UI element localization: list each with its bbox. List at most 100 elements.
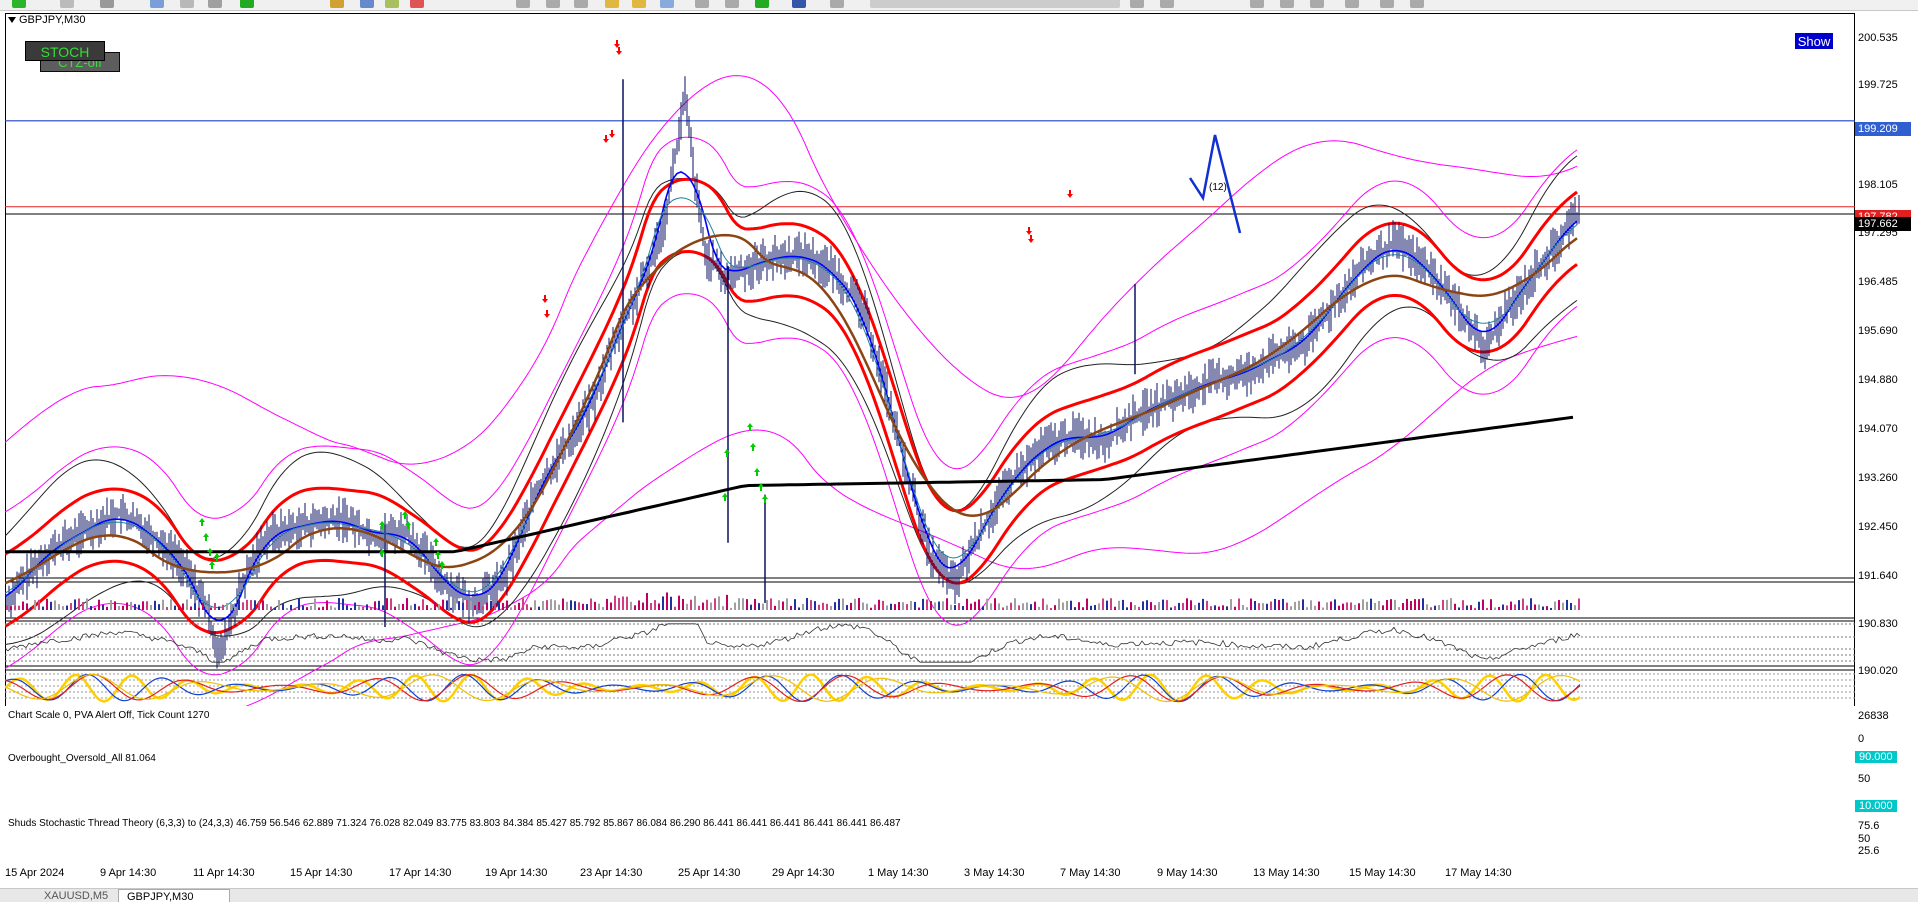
envelope-upper [5,177,1578,562]
tool-icon[interactable] [1380,0,1394,8]
stochastic-line [5,673,1581,703]
time-tick-label: 17 Apr 14:30 [389,867,452,879]
tool-icon[interactable] [1410,0,1424,8]
text-tool-icon[interactable] [605,0,619,8]
arrow-down-icon [1028,235,1034,243]
arrow-down-icon [1026,227,1032,235]
toolbar [0,0,1918,11]
stochastic-level-high: 75.6 [1858,820,1880,832]
line-tool-icon[interactable] [516,0,530,8]
arrow-up-icon [747,423,753,431]
stochastic-level-mid: 50 [1858,833,1871,845]
price-tag-blue-line: 199.209 [1855,122,1911,136]
bollinger-outer-upper [5,75,1578,465]
chart-canvas[interactable]: (12) [5,13,1855,706]
arrow-up-icon [214,553,220,561]
tool-icon[interactable] [695,0,709,8]
timeframe-icon[interactable] [870,0,1120,8]
arrow-up-icon [402,511,408,519]
stochastic-line [5,673,1581,703]
add-icon[interactable] [755,0,769,8]
time-tick-label: 15 Apr 2024 [5,867,65,879]
arrow-up-icon [762,495,768,503]
bollinger-outer-lower [245,335,1578,706]
price-tick-label: 194.070 [1858,423,1898,435]
pointer-tool-icon[interactable] [100,0,114,8]
zoom-in-icon[interactable] [208,0,222,8]
ma-fast [5,171,1578,621]
chart-icon[interactable] [150,0,164,8]
oscillator-level-high: 90.000 [1855,751,1897,763]
envelope-lower [5,249,1578,635]
time-tick-label: 15 Apr 14:30 [290,867,353,879]
oscillator-pane-caption: Overbought_Oversold_All 81.064 [8,753,156,764]
stochastic-pane-caption: Shuds Stochastic Thread Theory (6,3,3) t… [8,818,901,829]
projection-zigzag [1188,134,1242,234]
ma-200 [5,415,1574,554]
time-tick-label: 19 Apr 14:30 [485,867,548,879]
oscillator-level-low: 10.000 [1855,800,1897,812]
tab-xauusd-m5[interactable]: XAUUSD,M5 [44,890,109,902]
arrow-up-icon [724,449,730,457]
tool-icon[interactable] [830,0,844,8]
chart-window[interactable]: (12) [5,13,1855,706]
arrow-up-icon [754,468,760,476]
price-tick-label: 196.485 [1858,276,1898,288]
time-tick-label: 23 Apr 14:30 [580,867,643,879]
bollinger-inner-lower [5,251,1578,645]
tool-icon[interactable] [1250,0,1264,8]
price-tick-label: 190.020 [1858,665,1898,677]
time-tick-label: 29 Apr 14:30 [772,867,835,879]
time-axis[interactable]: 15 Apr 2024 9 Apr 14:30 11 Apr 14:30 15 Apr… [0,866,1918,884]
ma-slow [5,233,1578,585]
oscillator-line [5,623,1581,663]
arrow-up-icon [379,521,385,529]
bollinger-mid-upper [5,136,1578,519]
clock-icon[interactable] [792,0,806,8]
arrow-down-icon [603,135,609,143]
caption-arrow-icon[interactable] [8,17,16,24]
price-axis[interactable]: 200.535199.725198.915198.105197.295196.4… [1855,13,1918,706]
tool-icon[interactable] [1280,0,1294,8]
symbol-label: GBPJPY,M30 [19,14,86,26]
tool-icon[interactable] [1345,0,1359,8]
price-tick-label: 198.105 [1858,179,1898,191]
tab-gbpjpy-m30[interactable]: GBPJPY,M30 [118,889,230,902]
tool-icon[interactable] [385,0,399,8]
stoch-toggle-button[interactable]: STOCH [25,41,105,61]
tool-icon[interactable] [410,0,424,8]
tool-icon[interactable] [725,0,739,8]
show-button[interactable]: Show [1794,32,1834,50]
time-tick-label: 3 May 14:30 [964,867,1025,879]
tool-icon[interactable] [1130,0,1144,8]
arrow-tool-icon[interactable] [60,0,74,8]
arrow-up-icon [722,493,728,501]
price-tick-label: 191.640 [1858,570,1898,582]
arrow-up-icon [203,533,209,541]
price-chart-layer: (12) [5,40,1855,706]
oscillator-level-mid: 50 [1858,773,1871,785]
time-tick-label: 1 May 14:30 [868,867,929,879]
price-tick-label: 195.690 [1858,325,1898,337]
tool-icon[interactable] [1160,0,1174,8]
arrow-down-icon [609,130,615,138]
price-tick-label: 199.725 [1858,79,1898,91]
tool-icon[interactable] [360,0,374,8]
add-indicator-icon[interactable] [240,0,254,8]
tool-icon[interactable] [632,0,646,8]
tool-icon[interactable] [330,0,344,8]
arrow-down-icon [614,40,620,48]
zoom-icon[interactable] [180,0,194,8]
price-tick-label: 194.880 [1858,374,1898,386]
bollinger-inner-upper [5,155,1578,559]
tool-icon[interactable] [660,0,674,8]
time-tick-label: 13 May 14:30 [1253,867,1320,879]
price-tag-current: 197.662 [1855,217,1911,231]
arrow-up-icon [758,483,764,491]
line-tool-icon[interactable] [546,0,560,8]
new-order-icon[interactable] [12,0,26,8]
time-tick-label: 9 May 14:30 [1157,867,1218,879]
line-tool-icon[interactable] [574,0,588,8]
chart-tabs-bar: XAUUSD,M5 GBPJPY,M30 [0,888,1918,902]
tool-icon[interactable] [1310,0,1324,8]
